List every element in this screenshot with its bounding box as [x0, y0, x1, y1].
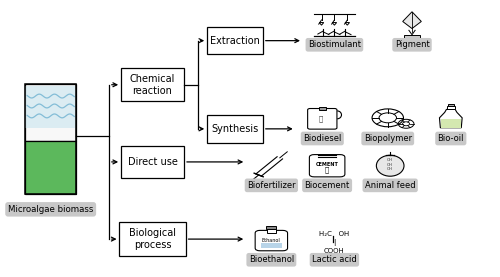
FancyBboxPatch shape [207, 115, 263, 143]
FancyBboxPatch shape [310, 155, 345, 177]
Text: Biofertilizer: Biofertilizer [247, 181, 296, 190]
Text: Lactic acid: Lactic acid [312, 255, 357, 264]
FancyBboxPatch shape [308, 109, 337, 129]
Text: Chemical
reaction: Chemical reaction [130, 74, 175, 96]
FancyBboxPatch shape [25, 86, 76, 128]
FancyBboxPatch shape [121, 146, 184, 178]
Text: Ethanol: Ethanol [262, 238, 280, 243]
Polygon shape [440, 109, 462, 128]
Text: |: | [333, 239, 336, 246]
FancyBboxPatch shape [120, 222, 186, 256]
Text: COOH: COOH [324, 248, 345, 254]
Text: Bio-oil: Bio-oil [438, 134, 464, 143]
Text: ⬛: ⬛ [325, 166, 330, 173]
Text: Biological
process: Biological process [129, 228, 176, 250]
Text: Synthesis: Synthesis [212, 124, 258, 134]
FancyBboxPatch shape [440, 119, 461, 128]
FancyBboxPatch shape [319, 107, 326, 110]
Text: Pigment: Pigment [394, 40, 430, 49]
Text: Extraction: Extraction [210, 36, 260, 46]
Text: Animal feed: Animal feed [365, 181, 416, 190]
FancyBboxPatch shape [207, 27, 263, 55]
FancyBboxPatch shape [267, 229, 276, 233]
Text: Direct use: Direct use [128, 157, 178, 167]
Text: Biostimulant: Biostimulant [308, 40, 361, 49]
Text: Biodiesel: Biodiesel [303, 134, 342, 143]
Ellipse shape [376, 155, 404, 176]
Polygon shape [402, 12, 421, 29]
FancyBboxPatch shape [25, 84, 76, 141]
FancyBboxPatch shape [447, 106, 454, 109]
FancyBboxPatch shape [255, 230, 288, 251]
FancyBboxPatch shape [25, 141, 76, 194]
Text: Bioethanol: Bioethanol [248, 255, 294, 264]
Text: 🌿: 🌿 [318, 116, 322, 122]
FancyBboxPatch shape [266, 227, 276, 229]
FancyBboxPatch shape [404, 35, 420, 40]
FancyBboxPatch shape [260, 243, 282, 248]
Text: CEMENT: CEMENT [316, 162, 338, 167]
Text: Biopolymer: Biopolymer [364, 134, 412, 143]
FancyBboxPatch shape [121, 68, 184, 101]
Text: H₂C   OH: H₂C OH [320, 231, 350, 237]
Text: Microalgae biomass: Microalgae biomass [8, 205, 93, 214]
Text: CH
CH
CH: CH CH CH [387, 158, 393, 171]
FancyBboxPatch shape [448, 104, 454, 106]
Text: Biocement: Biocement [304, 181, 350, 190]
